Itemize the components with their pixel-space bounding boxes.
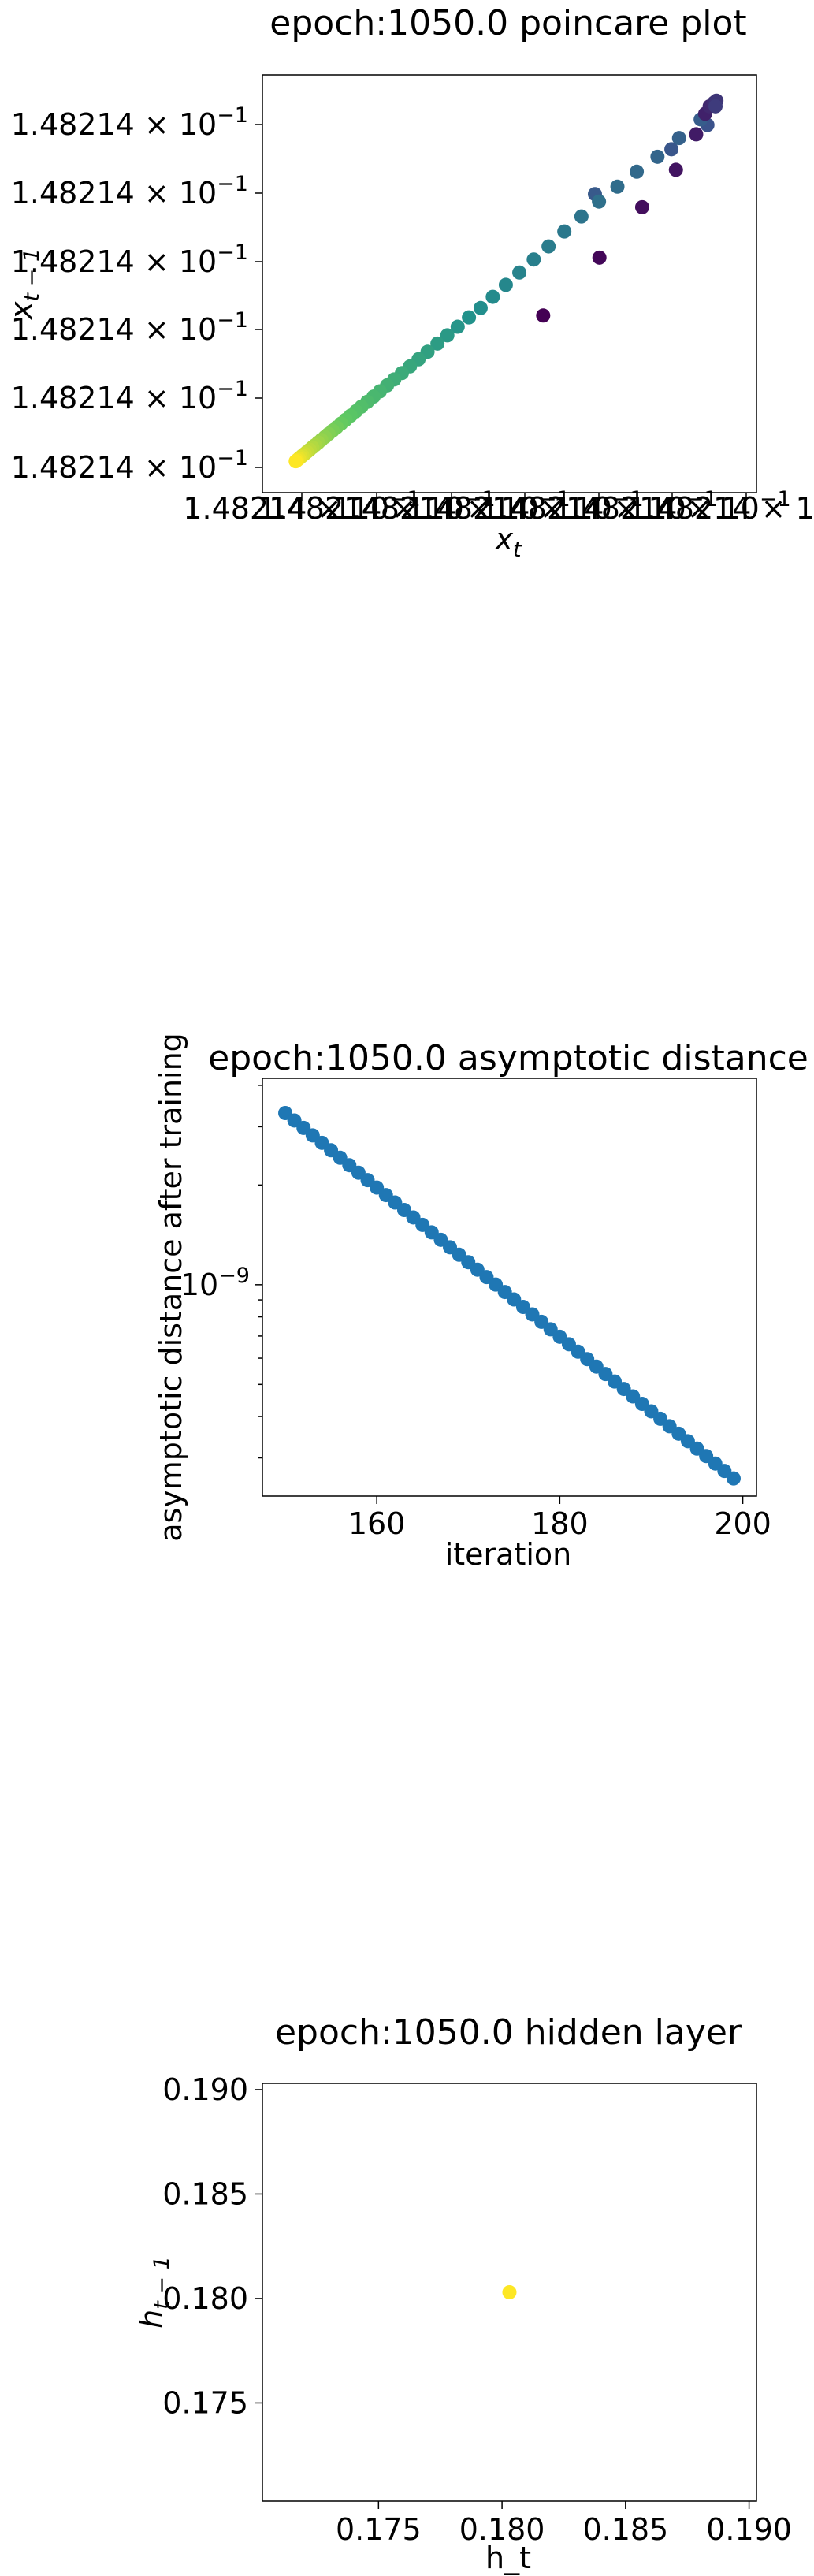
data-point (557, 224, 572, 239)
data-point (512, 265, 527, 280)
data-point (592, 194, 607, 209)
asymptotic-distance-plot: epoch:1050.0 asymptotic distance 160 180 20… (154, 1033, 808, 1572)
data-point-outlier (592, 250, 607, 265)
x-tick-label: 0.175 (336, 2512, 422, 2547)
chart-title: epoch:1050.0 hidden layer (275, 2012, 742, 2053)
chart-title: epoch:1050.0 asymptotic distance (208, 1038, 808, 1078)
data-point-outlier (708, 99, 723, 114)
y-tick-label: 1.48214 × 10−1 (11, 172, 248, 210)
plot-frame (262, 1078, 757, 1497)
x-tick-label: 1.48214 × 10−1 (258, 487, 495, 526)
data-point (288, 454, 303, 469)
data-point (650, 149, 665, 164)
y-tick-label: 0.175 (162, 2385, 248, 2420)
data-point (450, 319, 465, 334)
data-point (502, 2285, 517, 2299)
data-point (473, 300, 488, 315)
y-tick-label: 0.180 (162, 2281, 248, 2316)
chart-title: epoch:1050.0 poincare plot (269, 3, 746, 43)
y-tick-label: 0.190 (162, 2072, 248, 2107)
y-tick-label: 10−9 (180, 1264, 250, 1302)
y-axis-label: xt − 1 (4, 248, 44, 320)
data-point (430, 336, 445, 351)
x-tick-label: 1.48214 × 10−1 (406, 487, 643, 526)
x-tick-label: 1.48214 × 10−1 (553, 487, 790, 526)
data-point (726, 1471, 741, 1486)
data-point (664, 142, 679, 157)
y-tick-label: 0.185 (162, 2176, 248, 2211)
x-tick-label: 0.180 (459, 2512, 545, 2547)
x-tick-label: 0.185 (582, 2512, 668, 2547)
y-axis-label: asymptotic distance after training (154, 1033, 188, 1542)
data-point (498, 277, 513, 292)
poincare-plot: epoch:1050.0 poincare plot 1.48214 × 10−1… (4, 3, 814, 562)
x-tick-label: 200 (714, 1506, 771, 1541)
data-point (526, 252, 541, 267)
y-tick-label: 1.48214 × 10−1 (11, 446, 248, 485)
x-tick-label: 1.48214 × 10−1 (480, 487, 717, 526)
x-tick-label: 1.48214 × 10−1 (627, 487, 814, 526)
data-point (541, 239, 556, 254)
x-axis-label: h_t (485, 2541, 531, 2575)
data-point (671, 131, 686, 146)
data-point (440, 328, 455, 343)
data-point (462, 310, 477, 325)
x-axis-label: iteration (445, 1537, 572, 1572)
x-tick-label: 160 (348, 1506, 406, 1541)
data-point (630, 164, 645, 179)
hidden-layer-plot: epoch:1050.0 hidden layer 0.175 0.180 0.185… (134, 2012, 792, 2575)
y-tick-label: 1.48214 × 10−1 (11, 377, 248, 415)
y-tick-label: 1.48214 × 10−1 (11, 240, 248, 279)
y-tick-label: 1.48214 × 10−1 (11, 103, 248, 142)
data-point (574, 209, 589, 224)
plot-frame (262, 2083, 757, 2502)
y-tick-label: 1.48214 × 10−1 (11, 308, 248, 347)
data-point-outlier (536, 308, 551, 323)
x-tick-label: 0.190 (706, 2512, 792, 2547)
x-tick-label: 180 (531, 1506, 589, 1541)
data-point-outlier (689, 127, 704, 142)
y-axis-label: ht − 1 (134, 2256, 174, 2328)
data-point-outlier (634, 199, 649, 214)
x-tick-label: 1.48214 × 10−1 (183, 487, 420, 526)
plot-frame (262, 74, 757, 493)
data-point (610, 179, 625, 194)
x-axis-label: xt (494, 522, 522, 562)
data-point-outlier (668, 162, 683, 177)
x-tick-label: 1.48214 × 10−1 (333, 487, 570, 526)
data-point (485, 289, 500, 304)
